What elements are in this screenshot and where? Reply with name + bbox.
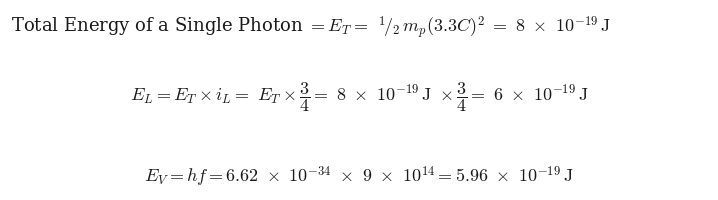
Text: $E_L = E_T \times i_L =\ E_T \times\dfrac{3}{4} =\ 8\ \times\ 10^{-19}\,\mathrm{: $E_L = E_T \times i_L =\ E_T \times\dfra… xyxy=(130,80,588,114)
Text: Total Energy of a Single Photon $= E_T =\ \,^{1}\!/_{2}\,m_p(3.3C)^2\ =\ 8\ \tim: Total Energy of a Single Photon $= E_T =… xyxy=(11,14,610,41)
Text: $E_V = hf = 6.62\ \times\ 10^{-34}\ \times\ 9\ \times\ 10^{14} = 5.96\ \times\ 1: $E_V = hf = 6.62\ \times\ 10^{-34}\ \tim… xyxy=(144,164,574,189)
